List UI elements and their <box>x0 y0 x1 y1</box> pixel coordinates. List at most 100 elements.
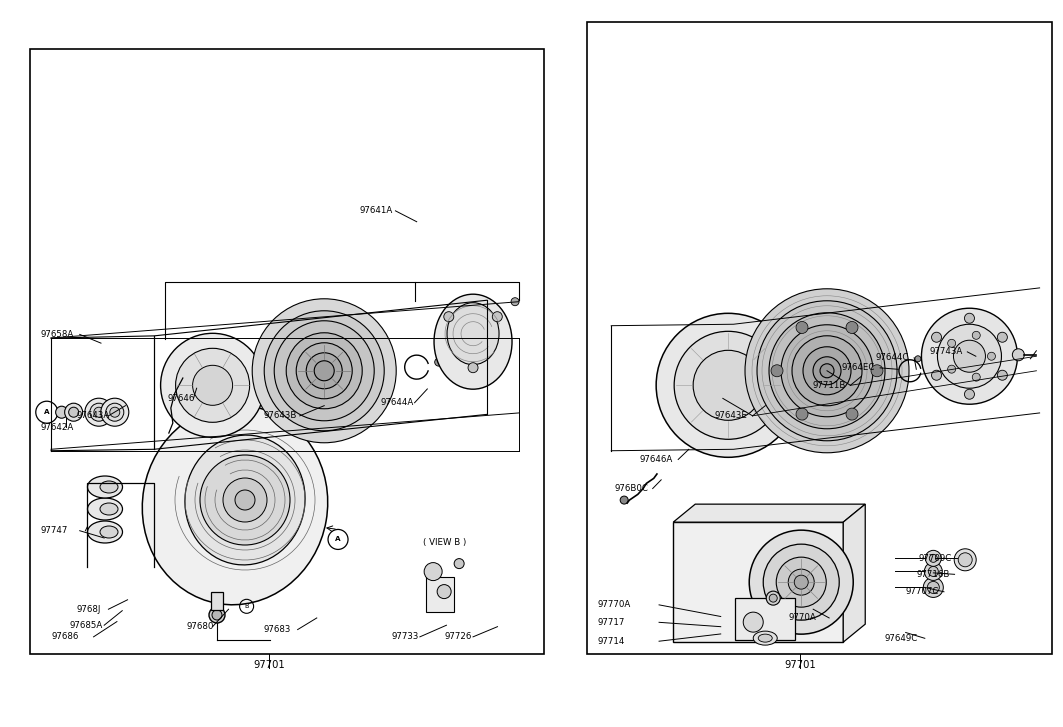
Bar <box>426 577 454 611</box>
Text: 97714: 97714 <box>597 637 625 646</box>
Circle shape <box>792 336 862 406</box>
Circle shape <box>443 312 454 321</box>
Circle shape <box>745 289 909 453</box>
Circle shape <box>511 297 519 305</box>
Circle shape <box>757 301 897 441</box>
Circle shape <box>1012 349 1025 361</box>
Circle shape <box>175 348 250 422</box>
Circle shape <box>315 361 334 381</box>
Circle shape <box>223 478 267 522</box>
Text: 97711B: 97711B <box>812 381 845 390</box>
Circle shape <box>794 575 808 589</box>
Circle shape <box>964 313 975 324</box>
Bar <box>210 592 223 610</box>
Text: 97643B: 97643B <box>264 411 297 420</box>
Text: 976B0C: 976B0C <box>614 484 648 493</box>
Text: 97643E: 97643E <box>714 411 747 420</box>
Circle shape <box>915 356 921 362</box>
Circle shape <box>955 549 976 571</box>
Text: 9764EC: 9764EC <box>842 364 875 372</box>
Circle shape <box>947 365 956 373</box>
Circle shape <box>693 350 763 420</box>
Circle shape <box>106 403 123 421</box>
Circle shape <box>454 558 465 569</box>
Text: B: B <box>244 603 249 609</box>
Text: 97716B: 97716B <box>916 570 949 579</box>
Circle shape <box>931 332 942 342</box>
Circle shape <box>997 370 1008 380</box>
Circle shape <box>94 407 104 417</box>
Text: 97646: 97646 <box>168 394 196 403</box>
Circle shape <box>200 455 290 545</box>
Circle shape <box>274 321 374 421</box>
Ellipse shape <box>758 634 772 642</box>
Circle shape <box>212 610 222 620</box>
Ellipse shape <box>100 481 118 493</box>
Ellipse shape <box>185 435 305 565</box>
Circle shape <box>846 321 858 334</box>
Circle shape <box>85 398 113 426</box>
Circle shape <box>789 569 814 595</box>
Text: 97644A: 97644A <box>381 398 414 407</box>
Ellipse shape <box>100 503 118 515</box>
Circle shape <box>771 365 783 377</box>
Circle shape <box>796 408 808 420</box>
Ellipse shape <box>87 521 122 543</box>
Circle shape <box>988 352 995 361</box>
Circle shape <box>161 333 265 438</box>
Text: 97649C: 97649C <box>884 634 917 643</box>
Text: 97646A: 97646A <box>640 455 673 464</box>
Circle shape <box>929 554 938 563</box>
Circle shape <box>178 373 188 383</box>
Text: 9768J: 9768J <box>77 605 101 614</box>
Circle shape <box>820 364 834 378</box>
Text: 97701: 97701 <box>253 660 285 670</box>
Circle shape <box>769 313 885 429</box>
Bar <box>736 598 795 640</box>
Circle shape <box>101 398 129 426</box>
Text: 97747: 97747 <box>40 526 68 535</box>
Text: 97686: 97686 <box>51 632 79 641</box>
Text: 97680: 97680 <box>186 622 214 631</box>
Circle shape <box>928 566 939 577</box>
Text: 97709C: 97709C <box>918 554 951 563</box>
Circle shape <box>620 496 628 504</box>
Text: 97644C: 97644C <box>876 353 909 362</box>
Text: 97642A: 97642A <box>40 423 73 432</box>
Circle shape <box>424 563 442 581</box>
Circle shape <box>192 365 233 406</box>
Circle shape <box>925 563 942 580</box>
Text: A: A <box>335 537 341 542</box>
Circle shape <box>109 407 120 417</box>
Text: 97733: 97733 <box>391 632 419 641</box>
Circle shape <box>297 342 352 399</box>
Text: 97701: 97701 <box>784 660 816 670</box>
Text: 97743A: 97743A <box>929 348 962 356</box>
Circle shape <box>846 408 858 420</box>
Ellipse shape <box>87 476 122 498</box>
Circle shape <box>813 357 841 385</box>
Text: 97717: 97717 <box>597 618 625 627</box>
Text: 97685A: 97685A <box>69 621 102 630</box>
Bar <box>673 522 843 642</box>
Polygon shape <box>673 504 865 522</box>
Circle shape <box>766 591 780 605</box>
Circle shape <box>922 308 1017 404</box>
Circle shape <box>931 370 942 380</box>
Circle shape <box>927 582 940 593</box>
Circle shape <box>938 324 1001 388</box>
Text: 9770A: 9770A <box>789 614 816 622</box>
Circle shape <box>674 332 782 439</box>
Circle shape <box>656 313 800 457</box>
Circle shape <box>947 340 956 348</box>
Ellipse shape <box>87 498 122 520</box>
Circle shape <box>468 363 478 373</box>
Text: 97726: 97726 <box>444 632 472 641</box>
Text: 97641A: 97641A <box>359 206 392 215</box>
Ellipse shape <box>448 302 499 365</box>
Circle shape <box>435 358 442 366</box>
Circle shape <box>743 612 763 632</box>
Circle shape <box>65 403 83 421</box>
Circle shape <box>265 310 384 431</box>
Circle shape <box>964 389 975 399</box>
